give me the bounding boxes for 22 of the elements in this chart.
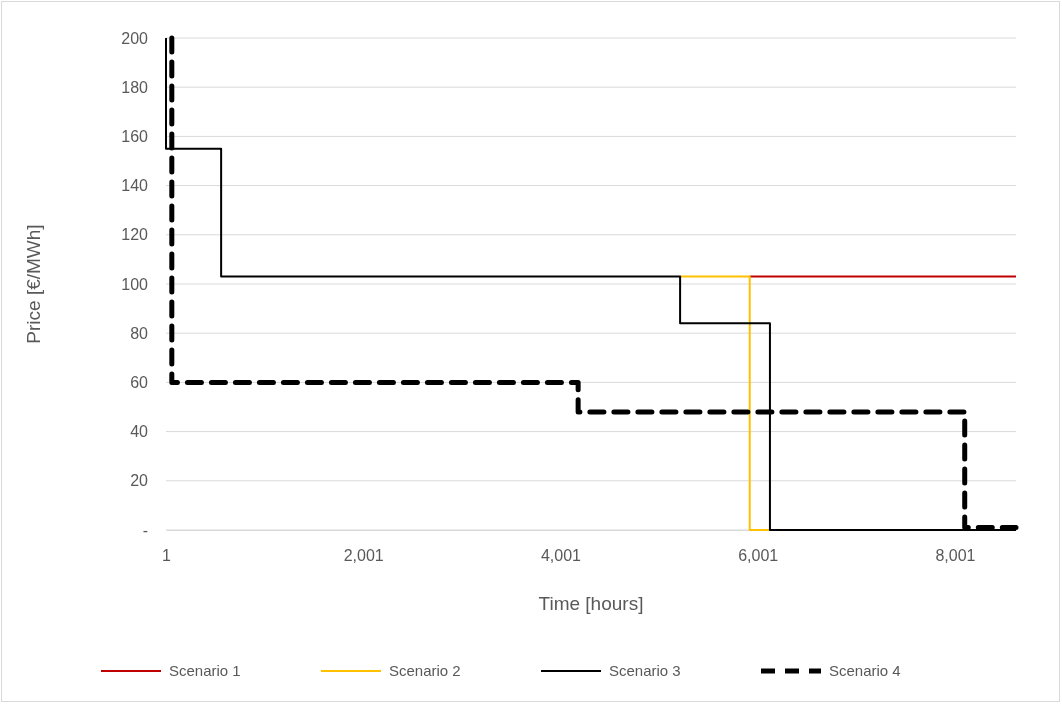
y-tick-label: 100	[121, 275, 149, 293]
x-tick-label: 6,001	[738, 547, 779, 565]
x-tick-label: 2,001	[343, 547, 384, 565]
y-tick-label: 200	[121, 29, 149, 47]
y-tick-label: 80	[130, 324, 149, 342]
x-tick-label: 1	[162, 547, 172, 565]
legend-label: Scenario 4	[829, 662, 901, 679]
y-tick-label: 60	[130, 374, 149, 392]
legend-label: Scenario 1	[169, 662, 241, 679]
y-tick-label: 120	[121, 226, 149, 244]
y-tick-label: -	[142, 521, 148, 539]
y-tick-label: 160	[121, 128, 149, 146]
x-axis-title: Time [hours]	[538, 593, 644, 614]
y-tick-label: 180	[121, 78, 149, 96]
x-tick-label: 4,001	[540, 547, 582, 565]
y-tick-label: 140	[121, 177, 149, 195]
x-tick-label: 8,001	[935, 547, 976, 565]
legend-label: Scenario 2	[389, 662, 461, 679]
y-tick-label: 40	[130, 423, 149, 441]
y-tick-label: 20	[130, 472, 149, 490]
legend-label: Scenario 3	[609, 662, 681, 679]
y-axis-title: Price [€/MWh]	[23, 224, 44, 344]
